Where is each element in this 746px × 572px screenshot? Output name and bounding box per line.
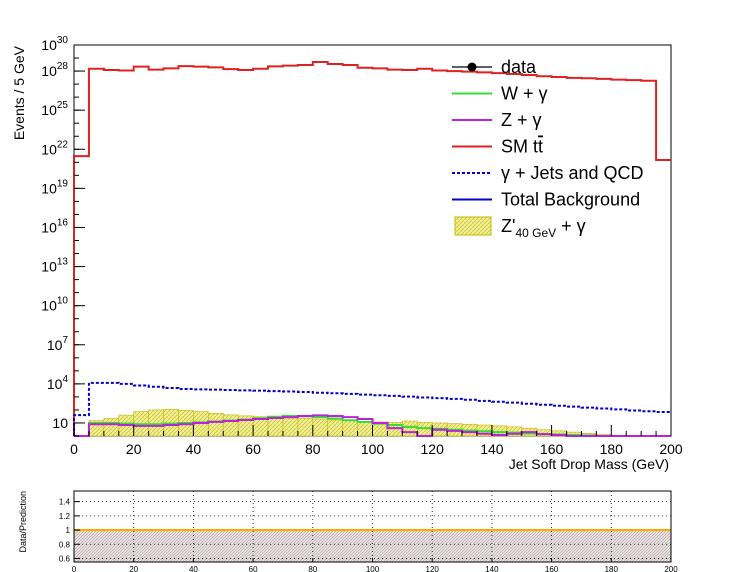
- ratio-y-tick-label: 0.8: [59, 540, 71, 549]
- ratio-y-tick-label: 0.6: [59, 554, 71, 563]
- signal-bar: [208, 413, 224, 437]
- x-tick-label: 200: [659, 441, 683, 457]
- y-tick-label: 107: [47, 335, 69, 353]
- x-tick-label: 40: [186, 441, 202, 457]
- y-tick-label: 10: [52, 415, 68, 431]
- y-axis-label: Events / 5 GeV: [11, 45, 27, 140]
- signal-bar: [342, 420, 358, 437]
- legend-item: data: [452, 57, 537, 77]
- y-tick-label: 1013: [41, 257, 68, 275]
- main-x-axis: 0 20 40 60 80 100 120 140 160 180 200: [70, 425, 683, 457]
- main-y-axis: 10 104 107 1010 1013 1016 1019 1022 1025 1028 1030: [41, 35, 85, 437]
- y-tick-label: 1016: [41, 217, 68, 235]
- ratio-y-tick-label: 1: [66, 526, 71, 535]
- legend-label: Z + γ: [501, 110, 542, 130]
- y-tick-label: 1030: [41, 35, 68, 53]
- legend-marker: [467, 62, 477, 72]
- signal-bar: [297, 418, 314, 437]
- x-tick-label: 120: [421, 441, 445, 457]
- signal-bar: [327, 419, 343, 437]
- ratio-y-tick-label: 1.2: [59, 512, 71, 521]
- ratio-x-tick-label: 100: [366, 565, 380, 572]
- legend-label: SM tt: [501, 137, 543, 157]
- ratio-plot-panel: 0 20 40 60 80 100 120 140 160 180 200 0.6 0.8 1 1.2 1.4…: [18, 490, 678, 572]
- ratio-y-axis-label: Data/Prediction: [18, 491, 28, 553]
- y-tick-label: 1022: [41, 139, 68, 157]
- ratio-x-tick-label: 160: [545, 565, 559, 572]
- series-line-sm-tt-: [73, 60, 671, 436]
- legend-item: γ + Jets and QCD: [452, 163, 644, 183]
- ratio-x-tick-label: 40: [189, 565, 198, 572]
- legend-item: Z + γ: [452, 110, 542, 130]
- signal-bar: [402, 420, 418, 437]
- legend-item: SM tt: [452, 137, 543, 157]
- legend-swatch: [454, 216, 492, 236]
- main-plot-frame: [73, 44, 672, 437]
- y-tick-label: 1025: [41, 100, 68, 118]
- signal-bar: [282, 417, 299, 437]
- ratio-x-tick-label: 200: [664, 565, 678, 572]
- x-tick-label: 180: [600, 441, 624, 457]
- signal-bar: [357, 421, 373, 437]
- ratio-x-tick-label: 80: [308, 565, 317, 572]
- legend-item: Total Background: [452, 190, 640, 210]
- series-line--jets-and-qcd: [73, 381, 671, 436]
- legend-label: data: [501, 57, 537, 77]
- main-histograms: [73, 60, 671, 437]
- legend: data W + γ Z + γ SM tt γ + Jets and QCD Total…: [452, 57, 644, 240]
- legend-label: Total Background: [501, 190, 640, 210]
- x-tick-label: 20: [126, 441, 142, 457]
- ratio-x-tick-label: 20: [129, 565, 138, 572]
- signal-bar: [222, 414, 239, 437]
- ratio-axes: 0 20 40 60 80 100 120 140 160 180 200 0.6 0.8 1 1.2 1.4: [59, 498, 678, 572]
- ratio-band: [74, 530, 671, 562]
- signal-bar: [416, 422, 433, 437]
- x-tick-label: 80: [305, 441, 321, 457]
- ratio-x-tick-label: 60: [249, 565, 258, 572]
- legend-label: γ + Jets and QCD: [501, 163, 644, 183]
- legend-label: W + γ: [501, 84, 548, 104]
- ratio-x-tick-label: 0: [72, 565, 77, 572]
- y-tick-label: 1028: [41, 61, 68, 79]
- x-tick-label: 60: [245, 441, 261, 457]
- y-tick-label: 1010: [41, 296, 68, 314]
- ratio-x-tick-label: 180: [605, 565, 619, 572]
- y-tick-label: 104: [47, 374, 69, 392]
- legend-label: Z'40 GeV + γ: [501, 216, 586, 240]
- y-tick-label: 1019: [41, 178, 68, 196]
- signal-bar: [148, 409, 164, 437]
- x-tick-label: 100: [361, 441, 385, 457]
- legend-item: Z'40 GeV + γ: [454, 216, 586, 240]
- x-axis-label: Jet Soft Drop Mass (GeV): [509, 456, 669, 472]
- legend-item: W + γ: [452, 84, 548, 104]
- signal-bar: [312, 418, 329, 437]
- x-tick-label: 140: [480, 441, 504, 457]
- ratio-y-tick-label: 1.4: [59, 498, 71, 507]
- ratio-x-tick-label: 120: [426, 565, 440, 572]
- x-tick-label: 0: [70, 441, 78, 457]
- main-plot-panel: 0 20 40 60 80 100 120 140 160 180 200 10 104 107 1010…: [11, 35, 683, 472]
- signal-bar: [103, 418, 120, 437]
- ratio-x-tick-label: 140: [485, 565, 499, 572]
- signal-bar: [267, 417, 284, 437]
- x-tick-label: 160: [540, 441, 564, 457]
